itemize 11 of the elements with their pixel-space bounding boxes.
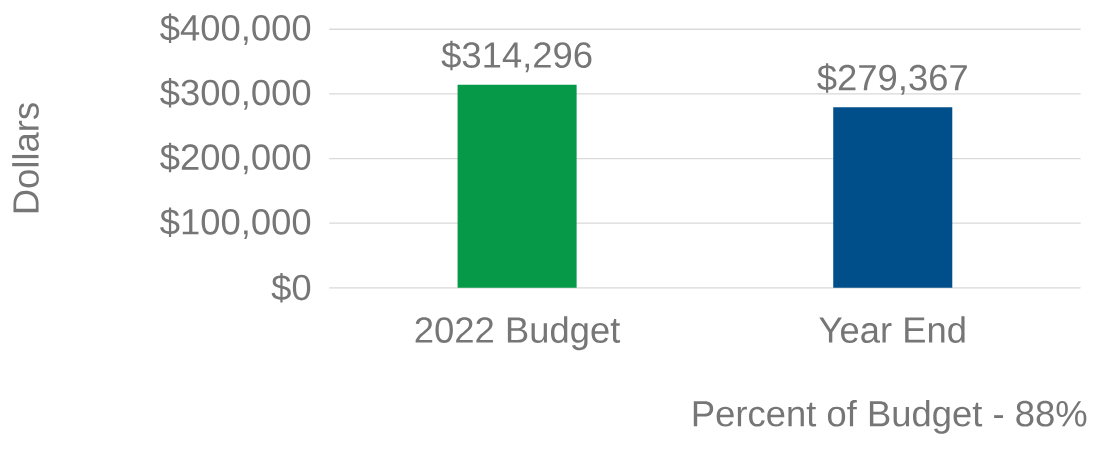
y-tick-label: $400,000 bbox=[160, 13, 311, 46]
y-tick-label: $0 bbox=[271, 273, 311, 303]
y-tick-label: $300,000 bbox=[160, 78, 311, 110]
text: Percent of Budget - 88% bbox=[693, 400, 1087, 434]
x-tick-label: Year End bbox=[819, 316, 965, 344]
x-tick-label: 2022 Budget bbox=[415, 316, 621, 351]
y-tick-label: $100,000 bbox=[160, 207, 311, 240]
y-axis-title: Dollars bbox=[12, 103, 39, 213]
data-label: $279,367 bbox=[817, 63, 967, 96]
data-label: $314,296 bbox=[441, 40, 592, 73]
y-tick-label: $200,000 bbox=[160, 142, 311, 175]
